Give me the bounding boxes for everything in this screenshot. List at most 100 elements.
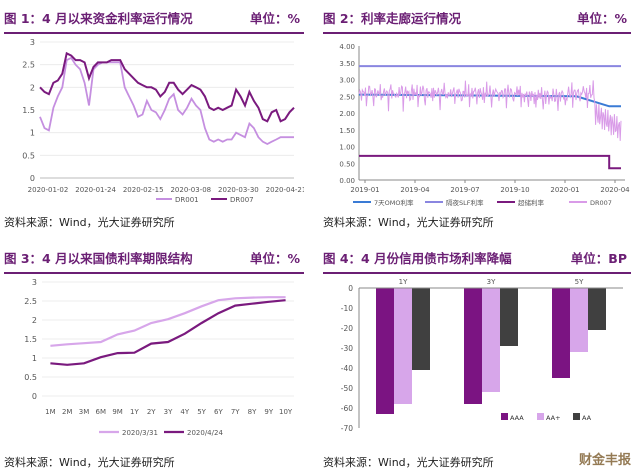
y-tick-label: 0.50: [339, 160, 355, 168]
x-tick-label: 10Y: [279, 408, 293, 416]
bar-aaa: [552, 288, 570, 378]
x-tick-label: 2020-02-15: [123, 186, 164, 194]
chart-2: 0.00 0.50 1.00 1.50 2.00 2.50 3.00 3.50 4.00 2019…: [339, 43, 630, 207]
panel-4-rule: [323, 272, 631, 274]
y-tick-label: 1.5: [24, 335, 37, 344]
y-tick-label: -70: [341, 424, 353, 433]
y-tick-label: 0.5: [24, 373, 37, 382]
panel-3: 图 3：4 月以来国债利率期限结构 单位：% 0 0.5 1 1.5 2 2.5 3 1M 2M…: [4, 248, 304, 470]
category-label: 3Y: [487, 278, 496, 286]
legend-label: DR007: [230, 196, 254, 204]
x-tick-label: 3Y: [164, 408, 173, 416]
y-tick-label: 2.50: [339, 93, 355, 101]
panel-2-unit: 单位：%: [576, 11, 627, 26]
y-tick-label: 0.5: [22, 151, 35, 160]
y-tick-label: 1: [32, 354, 37, 363]
y-tick-label: 0: [32, 392, 37, 401]
y-tick-label: 2: [30, 83, 35, 92]
legend-label: 2020/3/31: [122, 429, 158, 437]
bar-aaplus: [394, 288, 412, 404]
panel-2-rule: [323, 32, 631, 34]
y-tick-label: 4.00: [339, 43, 355, 51]
legend-label: DR001: [175, 196, 199, 204]
legend-swatch: [573, 413, 580, 420]
panel-2-title: 图 2：利率走廊运行情况: [323, 11, 462, 26]
x-tick-label: 8Y: [248, 408, 257, 416]
series-line-0: [50, 296, 286, 347]
y-tick-label: 2.5: [24, 297, 37, 306]
panel-1-title: 图 1：4 月以来资金利率运行情况: [4, 11, 193, 26]
x-tick-label: 9Y: [264, 408, 273, 416]
panel-3-unit: 单位：%: [249, 251, 300, 266]
x-tick-label: 9M: [112, 408, 123, 416]
x-tick-label: 7Y: [231, 408, 240, 416]
x-tick-label: 2020-01: [550, 186, 579, 194]
y-tick-label: 2: [32, 316, 37, 325]
x-tick-label: 2020-03-30: [218, 186, 259, 194]
panel-4: 图 4：4 月份信用债市场利率降幅 单位：BP 0 -10 -20 -30 -40 -50…: [323, 248, 631, 470]
panel-2-source: 资料来源：Wind，光大证券研究所: [323, 216, 494, 229]
y-tick-label: 2.00: [339, 110, 355, 118]
x-tick-label: 2020-03-08: [170, 186, 211, 194]
y-tick-label: 1.5: [22, 106, 35, 115]
legend-label: 隔夜SLF利率: [446, 198, 484, 207]
x-tick-label: 1M: [45, 408, 56, 416]
panel-1-rule: [4, 32, 304, 34]
panel-3-rule: [4, 272, 304, 274]
y-tick-label: -40: [341, 364, 353, 373]
series-line-2: [359, 154, 621, 170]
x-tick-label: 2019-07: [450, 186, 479, 194]
y-tick-label: 3.50: [339, 60, 355, 68]
x-tick-label: 2Y: [147, 408, 156, 416]
panel-1-source: 资料来源：Wind，光大证券研究所: [4, 216, 175, 229]
y-tick-label: 3: [30, 38, 35, 47]
y-tick-label: 0: [30, 174, 35, 183]
legend-label: 7天OMO利率: [374, 198, 414, 207]
category-label: 1Y: [399, 278, 408, 286]
y-tick-label: -30: [341, 344, 353, 353]
legend-label: AA+: [546, 414, 561, 422]
y-tick-label: 2.5: [22, 61, 35, 70]
x-tick-label: 4Y: [180, 408, 189, 416]
x-tick-label: 2020-01-02: [28, 186, 69, 194]
legend-label: AA: [582, 414, 592, 422]
bar-aaplus: [482, 288, 500, 392]
legend-swatch: [501, 413, 508, 420]
bar-aaa: [376, 288, 394, 414]
panel-4-unit: 单位：BP: [570, 251, 627, 266]
panel-3-source: 资料来源：Wind，光大证券研究所: [4, 456, 175, 469]
y-tick-label: 3.00: [339, 77, 355, 85]
x-tick-label: 2019-10: [500, 186, 529, 194]
panel-1: 图 1：4 月以来资金利率运行情况 单位：% 0 0.5 1 1.5 2 2.5 3 2020…: [4, 8, 304, 230]
panel-2: 图 2：利率走廊运行情况 单位：% 0.00 0.50 1.00 1.50 2.00 2.…: [323, 8, 631, 230]
x-tick-label: 2M: [62, 408, 73, 416]
bar-aaplus: [570, 288, 588, 352]
y-tick-label: -50: [341, 384, 353, 393]
series-line-dr001: [39, 56, 294, 146]
x-tick-label: 2020-01-24: [75, 186, 116, 194]
panel-3-title: 图 3：4 月以来国债利率期限结构: [4, 251, 193, 266]
legend-label: 超储利率: [518, 198, 545, 207]
y-tick-label: 0.00: [339, 177, 355, 185]
chart-4: 0 -10 -20 -30 -40 -50 -60 -70 1Y 3Y 5Y AAA AA+ AA: [341, 278, 623, 433]
series-line-dr007: [358, 80, 622, 141]
x-tick-label: 2019-01: [350, 186, 379, 194]
y-tick-label: 1: [30, 129, 35, 138]
panel-4-title: 图 4：4 月份信用债市场利率降幅: [323, 251, 512, 266]
y-tick-label: 0: [348, 284, 353, 293]
x-tick-label: 1Y: [130, 408, 139, 416]
y-tick-label: -60: [341, 404, 353, 413]
category-label: 5Y: [575, 278, 584, 286]
x-tick-label: 2019-04: [400, 186, 430, 194]
series-line-1: [50, 299, 286, 366]
legend-label: AAA: [510, 414, 524, 422]
x-tick-label: 6Y: [214, 408, 223, 416]
watermark: 财金丰报: [578, 453, 631, 468]
bar-aaa: [464, 288, 482, 404]
y-tick-label: 1.00: [339, 144, 355, 152]
y-tick-label: -20: [341, 324, 353, 333]
y-tick-label: 3: [32, 278, 37, 287]
legend-label: 2020/4/24: [187, 429, 223, 437]
y-tick-label: 1.50: [339, 127, 355, 135]
series-line-dr007: [39, 51, 295, 123]
